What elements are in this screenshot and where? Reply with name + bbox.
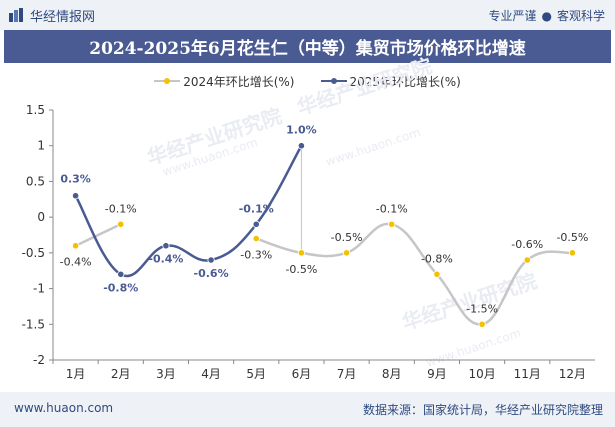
y-tick-label: 0.5 — [26, 174, 45, 188]
series-line-2025 — [74, 145, 303, 278]
data-label-2025: -0.4% — [148, 253, 183, 266]
x-tick-label: 8月 — [382, 367, 402, 381]
x-tick-label: 9月 — [427, 367, 447, 381]
watermark-url: www.huaon.com — [324, 125, 423, 169]
data-point-2025 — [207, 256, 215, 264]
data-point-2024 — [433, 270, 441, 278]
data-point-2024 — [252, 234, 260, 243]
data-label-2025: 1.0% — [286, 124, 317, 137]
y-tick-label: -0.5 — [22, 246, 45, 260]
data-point-2024 — [297, 249, 306, 257]
y-tick-label: -2 — [33, 353, 45, 367]
data-label-2025: -0.1% — [239, 202, 274, 215]
data-label-2024: -0.3% — [240, 249, 272, 262]
tagline-right: 客观科学 — [556, 9, 605, 23]
chart-title-bar: 2024-2025年6月花生仁（中等）集贸市场价格环比增速 — [4, 30, 611, 63]
data-point-2024 — [117, 220, 125, 228]
y-tick-label: 1.5 — [26, 103, 45, 117]
brand-name: 华经情报网 — [30, 9, 96, 25]
data-point-2025 — [297, 142, 306, 150]
x-tick-label: 2月 — [111, 367, 131, 381]
watermark-text: 华经产业研究院 — [294, 54, 435, 120]
series-line-2024 — [255, 222, 573, 326]
footer-url[interactable]: www.huaon.com — [14, 401, 114, 415]
chart-title: 2024-2025年6月花生仁（中等）集贸市场价格环比增速 — [89, 39, 526, 59]
tagline: 专业严谨 ● 客观科学 — [488, 7, 605, 24]
data-point-2024 — [523, 256, 531, 264]
legend-label-2025: 2025年环比增长(%) — [349, 74, 461, 89]
x-tick-label: 4月 — [201, 367, 221, 381]
legend-item-2025: 2025年环比增长(%) — [320, 72, 461, 90]
data-point-2024 — [388, 220, 396, 228]
top-bar: 华经情报网 专业严谨 ● 客观科学 — [0, 0, 615, 30]
data-label-2025: -0.6% — [194, 267, 229, 280]
data-point-2025 — [162, 242, 170, 250]
watermark-url: www.huaon.com — [424, 326, 523, 370]
y-tick-label: -1.5 — [22, 317, 45, 331]
data-label-2025: 0.3% — [60, 173, 91, 186]
data-point-2025 — [252, 220, 260, 228]
brand-logo-icon — [9, 8, 23, 22]
tagline-dot: ● — [541, 9, 552, 23]
data-point-2024 — [568, 249, 577, 257]
y-tick-label: -1 — [33, 282, 45, 296]
x-tick-label: 12月 — [559, 367, 586, 381]
legend-item-2024: 2024年环比增长(%) — [154, 72, 295, 90]
y-tick-label: 0 — [37, 210, 45, 224]
data-point-2024 — [478, 320, 486, 328]
x-tick-label: 7月 — [337, 367, 357, 381]
data-point-2024 — [71, 242, 80, 250]
x-tick-label: 5月 — [246, 367, 266, 381]
chart-legend: 2024年环比增长(%) 2025年环比增长(%) — [0, 72, 615, 90]
data-label-2024: -0.8% — [421, 252, 453, 265]
legend-swatch-2025 — [320, 78, 347, 84]
brand: 华经情报网 — [8, 6, 96, 25]
data-label-2024: -0.1% — [376, 202, 408, 215]
legend-label-2024: 2024年环比增长(%) — [183, 74, 295, 89]
data-point-2025 — [71, 192, 80, 200]
data-point-2025 — [117, 270, 125, 278]
x-tick-label: 11月 — [514, 367, 541, 381]
data-point-2024 — [342, 249, 351, 257]
x-tick-label: 3月 — [156, 367, 176, 381]
data-label-2024: -0.6% — [511, 238, 543, 251]
y-tick-label: 1 — [37, 139, 45, 153]
x-tick-label: 6月 — [292, 367, 312, 381]
data-label-2024: -0.5% — [285, 263, 317, 276]
tagline-left: 专业严谨 — [488, 9, 537, 23]
data-label-2024: -0.1% — [105, 202, 137, 215]
legend-swatch-2024 — [154, 78, 181, 84]
data-label-2024: -0.5% — [331, 231, 363, 244]
data-label-2024: -1.5% — [466, 302, 498, 315]
data-label-2025: -0.8% — [103, 281, 138, 294]
footer: www.huaon.com 数据来源：国家统计局，华经产业研究院整理 — [0, 392, 615, 427]
footer-source: 数据来源：国家统计局，华经产业研究院整理 — [362, 403, 603, 417]
x-tick-label: 10月 — [468, 367, 495, 381]
x-tick-label: 1月 — [66, 367, 86, 381]
data-label-2024: -0.5% — [556, 231, 588, 244]
data-label-2024: -0.4% — [60, 256, 92, 269]
